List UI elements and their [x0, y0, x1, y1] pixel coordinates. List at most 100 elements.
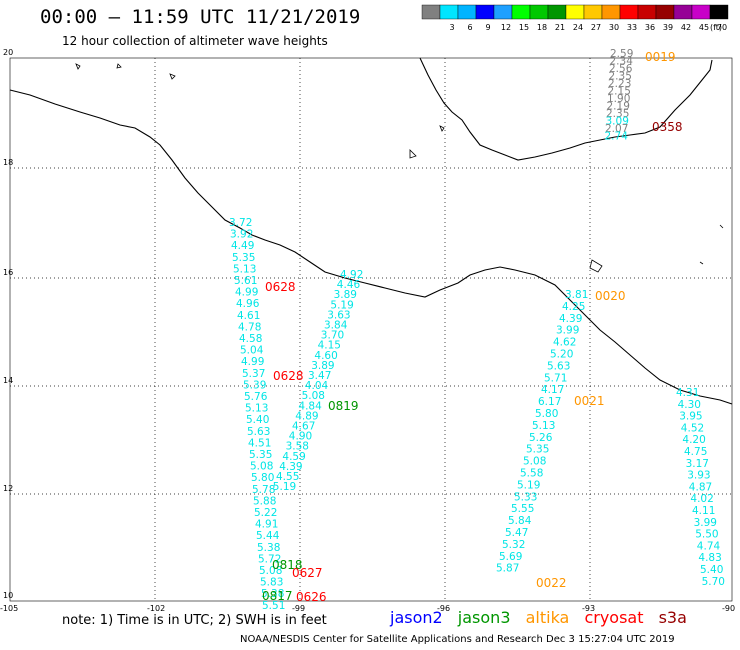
lat-tick-label: 10 — [3, 591, 13, 600]
pass-label: 0627 — [292, 566, 323, 580]
legend-bin-label: 42 — [681, 23, 691, 32]
track-value: 5.19 — [517, 479, 540, 491]
track-value: 4.99 — [235, 287, 258, 299]
pass-label: 0021 — [574, 394, 605, 408]
track-value: 5.69 — [499, 551, 522, 563]
track-value: 5.76 — [244, 391, 268, 403]
footer-note: note: 1) Time is in UTC; 2) SWH is in fe… — [62, 613, 327, 628]
track-value: 4.90 — [289, 431, 312, 443]
track-value: 4.84 — [298, 400, 322, 412]
track-value: 5.13 — [245, 403, 268, 415]
legend-bin-label: 12 — [501, 23, 511, 32]
track-value: 5.40 — [246, 414, 269, 426]
track-value: 2.23 — [608, 78, 631, 90]
track-value: 5.39 — [243, 379, 266, 391]
pass-label: 0818 — [272, 558, 303, 572]
map-frame — [9, 57, 733, 602]
track-value: 5.35 — [232, 252, 255, 264]
track-value: 4.31 — [676, 387, 699, 399]
track-value: 4.30 — [678, 399, 701, 411]
track-value: 5.08 — [259, 565, 282, 577]
track-value: 4.46 — [337, 279, 361, 291]
pass-label: 0022 — [536, 576, 567, 590]
track-value: 4.04 — [305, 380, 329, 392]
track-value: 5.08 — [523, 456, 546, 468]
track-value: 2.59 — [610, 48, 633, 60]
track-value: 5.35 — [526, 444, 549, 456]
mission-jason2: jason2 — [390, 608, 443, 627]
page-title: 00:00 — 11:59 UTC 11/21/2019 — [40, 6, 361, 28]
legend-swatch — [655, 4, 675, 20]
legend-swatch — [601, 4, 621, 20]
track-value: 5.47 — [505, 527, 528, 539]
track-value: 4.92 — [340, 269, 363, 281]
track-value: 5.13 — [233, 263, 256, 275]
legend-swatch — [457, 4, 477, 20]
track-value: 4.52 — [681, 422, 704, 434]
track-value: 4.60 — [314, 350, 337, 362]
legend-bin-label: 3 — [449, 23, 454, 32]
track-value: 5.51 — [262, 600, 285, 612]
legend-bin-label: 18 — [537, 23, 547, 32]
track-value: 5.87 — [496, 563, 519, 575]
track-value: 5.08 — [302, 390, 325, 402]
legend-swatch — [637, 4, 657, 20]
track-value: 3.63 — [327, 309, 350, 321]
legend-bin-label: 21 — [555, 23, 565, 32]
legend-bin-label: 45 — [699, 23, 709, 32]
track-value: 4.83 — [698, 552, 721, 564]
track-value: 4.02 — [690, 493, 713, 505]
lat-tick-label: 12 — [3, 484, 13, 493]
mission-altika: altika — [525, 608, 570, 627]
track-value: 5.38 — [261, 588, 284, 600]
legend-bin-label: 30 — [609, 23, 619, 32]
track-value: 5.19 — [273, 481, 296, 493]
track-value: 2.34 — [610, 56, 634, 68]
track-value: 3.58 — [286, 441, 309, 453]
legend-swatch — [709, 4, 729, 20]
track-value: 4.58 — [239, 333, 262, 345]
track-value: 4.11 — [692, 505, 715, 517]
track-value: 3.95 — [679, 411, 702, 423]
track-value: 4.78 — [238, 321, 261, 333]
lon-tick-label: -105 — [0, 604, 18, 613]
track-value: 5.32 — [502, 539, 525, 551]
track-value: 5.88 — [253, 495, 276, 507]
track-value: 3.84 — [324, 320, 348, 332]
track-value: 4.59 — [282, 451, 305, 463]
legend-swatch — [547, 4, 567, 20]
track-value: 4.61 — [237, 310, 260, 322]
track-value: 4.62 — [553, 337, 576, 349]
track-value: 5.22 — [254, 507, 277, 519]
axis-tick-labels: -105 -102 -99 -96 -93 -90 20 18 16 14 12 10 — [0, 48, 735, 613]
track-value: 4.74 — [697, 540, 721, 552]
track-value: 3.72 — [229, 217, 252, 229]
legend-swatch — [439, 4, 459, 20]
track-value: 5.04 — [240, 345, 264, 357]
track-value: 5.35 — [249, 449, 272, 461]
legend-swatch — [565, 4, 585, 20]
track-value: 6.17 — [538, 396, 561, 408]
track-value: 2.15 — [608, 86, 631, 98]
legend-bin-label: 36 — [645, 23, 655, 32]
track-value: 5.50 — [695, 529, 718, 541]
track-value: 5.33 — [514, 491, 537, 503]
track-value: 5.78 — [252, 484, 275, 496]
track-value: 4.55 — [276, 471, 299, 483]
lat-tick-label: 16 — [3, 268, 13, 277]
track-value: 5.70 — [702, 576, 725, 588]
track-value: 4.49 — [231, 240, 254, 252]
track-value: 5.84 — [508, 515, 532, 527]
track-value: 5.80 — [251, 472, 274, 484]
lat-tick-label: 18 — [3, 158, 13, 167]
lon-tick-label: -93 — [582, 604, 595, 613]
altimeter-track-values: 2.592.342.562.352.232.151.902.192.353.09… — [229, 48, 725, 612]
lon-tick-label: -96 — [437, 604, 450, 613]
track-value: 4.99 — [241, 356, 264, 368]
track-value: 5.13 — [532, 420, 555, 432]
track-value: 4.51 — [248, 437, 271, 449]
track-value: 1.90 — [607, 93, 630, 105]
track-value: 5.80 — [535, 408, 558, 420]
track-value: 5.61 — [234, 275, 257, 287]
